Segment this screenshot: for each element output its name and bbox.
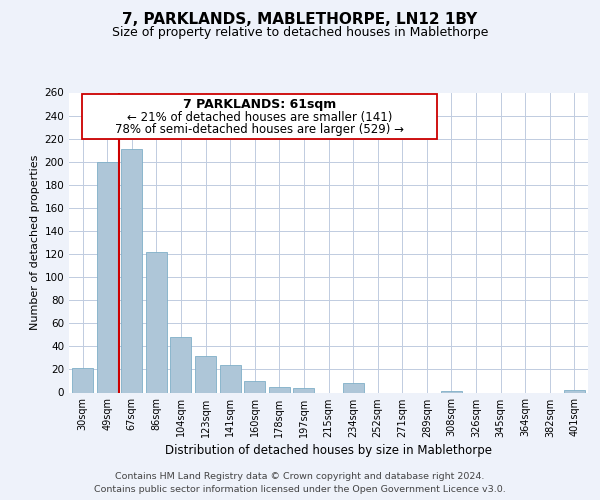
Bar (343, 384, 364, 392)
Text: Contains HM Land Registry data © Crown copyright and database right 2024.: Contains HM Land Registry data © Crown c… (115, 472, 485, 481)
Bar (293, 388, 314, 392)
Text: Size of property relative to detached houses in Mablethorpe: Size of property relative to detached ho… (112, 26, 488, 39)
Text: 7, PARKLANDS, MABLETHORPE, LN12 1BY: 7, PARKLANDS, MABLETHORPE, LN12 1BY (122, 12, 478, 28)
Bar (244, 381, 265, 392)
Bar (195, 356, 216, 393)
Text: Contains public sector information licensed under the Open Government Licence v3: Contains public sector information licen… (94, 485, 506, 494)
Y-axis label: Number of detached properties: Number of detached properties (30, 155, 40, 330)
Bar (97, 162, 118, 392)
Bar (72, 368, 93, 392)
Bar (269, 386, 290, 392)
Text: ← 21% of detached houses are smaller (141): ← 21% of detached houses are smaller (14… (127, 110, 392, 124)
FancyBboxPatch shape (82, 94, 437, 139)
X-axis label: Distribution of detached houses by size in Mablethorpe: Distribution of detached houses by size … (165, 444, 492, 457)
Bar (170, 337, 191, 392)
Bar (220, 365, 241, 392)
Bar (564, 390, 585, 392)
Bar (121, 149, 142, 392)
Text: 7 PARKLANDS: 61sqm: 7 PARKLANDS: 61sqm (183, 98, 337, 110)
Bar (146, 252, 167, 392)
Text: 78% of semi-detached houses are larger (529) →: 78% of semi-detached houses are larger (… (115, 122, 404, 136)
